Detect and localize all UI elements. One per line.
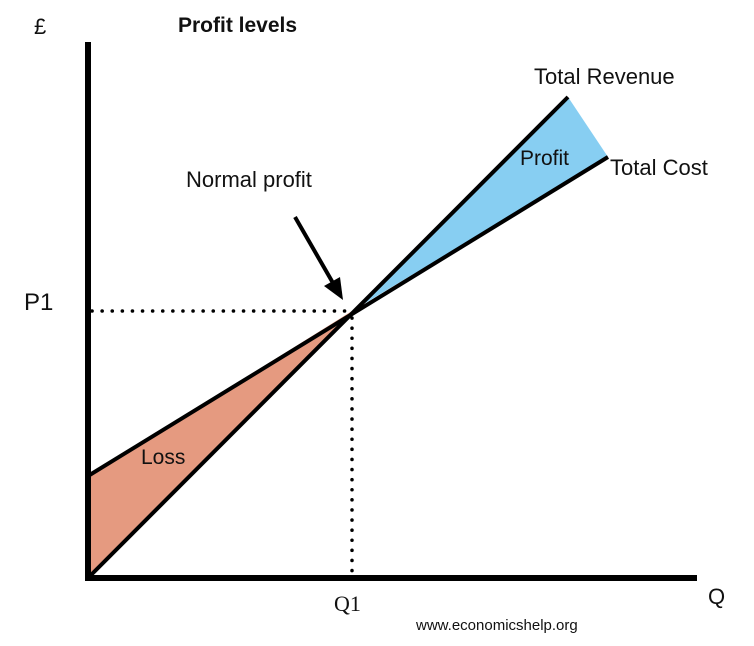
diagram-title: Profit levels [178, 14, 297, 37]
credit-text: www.economicshelp.org [415, 617, 578, 634]
profit-region-label: Profit [520, 147, 569, 170]
total-revenue-label: Total Revenue [534, 64, 675, 89]
x-axis-label: Q [708, 584, 725, 609]
y-axis-label: £ [34, 14, 46, 39]
normal-profit-label: Normal profit [186, 167, 312, 192]
total-revenue-line [86, 95, 570, 580]
price-label: P1 [24, 289, 53, 316]
loss-region-label: Loss [141, 446, 185, 469]
profit-region [352, 97, 608, 311]
total-cost-label: Total Cost [610, 155, 708, 180]
normal-profit-arrow [293, 216, 335, 284]
quantity-label: Q1 [334, 591, 361, 616]
total-cost-line [86, 155, 610, 478]
arrowhead-icon [324, 277, 343, 300]
